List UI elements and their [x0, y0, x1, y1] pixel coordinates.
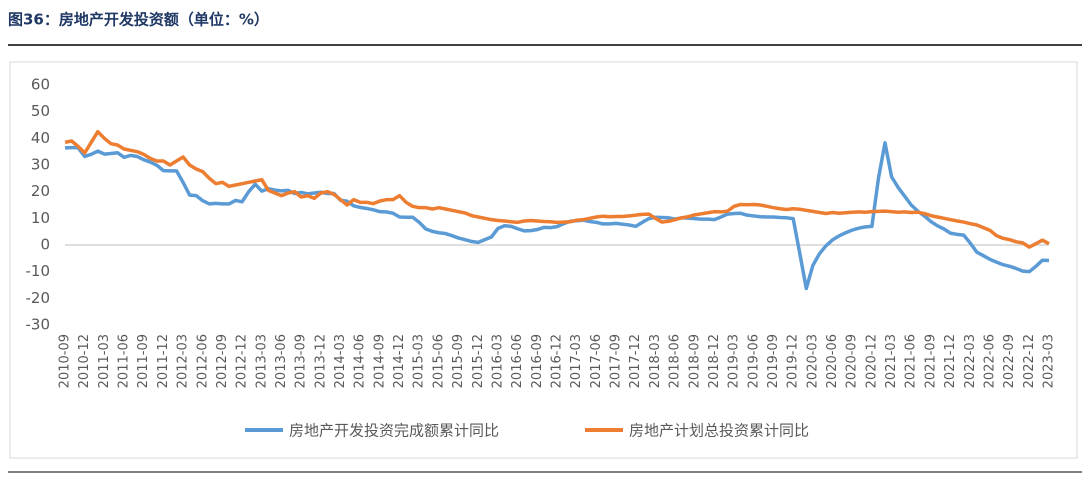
x-tick-label: 2019-12	[786, 334, 801, 388]
x-tick-label: 2016-09	[530, 334, 545, 388]
x-tick-label: 2021-06	[904, 334, 919, 388]
x-tick-label: 2015-09	[451, 334, 466, 388]
y-tick-label: 50	[31, 102, 50, 120]
y-tick-label: 20	[31, 182, 50, 200]
series-line	[64, 129, 1050, 249]
x-tick-label: 2010-12	[77, 334, 92, 388]
x-tick-label: 2022-03	[963, 334, 978, 388]
x-tick-label: 2018-12	[707, 334, 722, 388]
x-tick-label: 2020-12	[864, 334, 879, 388]
x-tick-label: 2011-03	[97, 334, 112, 388]
x-tick-label: 2016-06	[510, 334, 525, 388]
x-tick-label: 2021-12	[943, 334, 958, 388]
y-tick-label: 60	[31, 76, 50, 94]
x-tick-label: 2013-06	[274, 334, 289, 388]
chart-frame	[9, 61, 1078, 459]
y-tick-label: -20	[26, 289, 51, 307]
x-tick-label: 2023-03	[1042, 334, 1057, 388]
x-tick-label: 2017-09	[609, 334, 624, 388]
y-tick-label: 40	[31, 129, 50, 147]
x-tick-label: 2015-12	[471, 334, 486, 388]
x-tick-label: 2022-12	[1022, 334, 1037, 388]
chart-title: 图36：房地产开发投资额（单位：%）	[8, 11, 269, 29]
x-tick-label: 2021-03	[884, 334, 899, 388]
x-tick-label: 2019-03	[727, 334, 742, 388]
y-tick-label: -10	[26, 262, 51, 280]
x-tick-label: 2020-06	[825, 334, 840, 388]
x-tick-label: 2022-09	[1002, 334, 1017, 388]
x-tick-label: 2018-09	[687, 334, 702, 388]
x-tick-label: 2020-09	[845, 334, 860, 388]
x-tick-label: 2011-09	[136, 334, 151, 388]
x-tick-label: 2014-03	[333, 334, 348, 388]
x-tick-label: 2020-03	[805, 334, 820, 388]
x-tick-label: 2019-09	[766, 334, 781, 388]
x-tick-label: 2022-06	[982, 334, 997, 388]
x-tick-label: 2012-09	[215, 334, 230, 388]
x-tick-label: 2012-12	[235, 334, 250, 388]
x-tick-label: 2015-06	[431, 334, 446, 388]
x-tick-label: 2014-12	[392, 334, 407, 388]
y-tick-label: 30	[31, 156, 50, 174]
x-tick-label: 2010-09	[58, 334, 73, 388]
x-tick-label: 2021-09	[923, 334, 938, 388]
legend-label: 房地产计划总投资累计同比	[629, 422, 809, 440]
x-tick-label: 2017-12	[628, 334, 643, 388]
x-tick-label: 2016-12	[550, 334, 565, 388]
y-tick-label: 10	[31, 209, 50, 227]
x-tick-label: 2011-06	[117, 334, 132, 388]
x-tick-label: 2011-12	[156, 334, 171, 388]
x-tick-label: 2012-03	[176, 334, 191, 388]
x-tick-label: 2013-03	[254, 334, 269, 388]
x-tick-label: 2018-03	[648, 334, 663, 388]
x-tick-label: 2012-06	[195, 334, 210, 388]
x-tick-label: 2016-03	[490, 334, 505, 388]
x-tick-label: 2013-12	[313, 334, 328, 388]
x-tick-label: 2013-09	[294, 334, 309, 388]
x-tick-label: 2014-09	[372, 334, 387, 388]
legend-label: 房地产开发投资完成额累计同比	[289, 422, 499, 440]
x-tick-label: 2017-03	[569, 334, 584, 388]
y-tick-label: 0	[40, 236, 50, 254]
y-tick-label: -30	[26, 316, 51, 334]
series-line	[64, 141, 1050, 291]
x-tick-label: 2019-06	[746, 334, 761, 388]
x-tick-label: 2018-06	[668, 334, 683, 388]
x-tick-label: 2014-06	[353, 334, 368, 388]
x-tick-label: 2017-06	[589, 334, 604, 388]
x-tick-label: 2015-03	[412, 334, 427, 388]
